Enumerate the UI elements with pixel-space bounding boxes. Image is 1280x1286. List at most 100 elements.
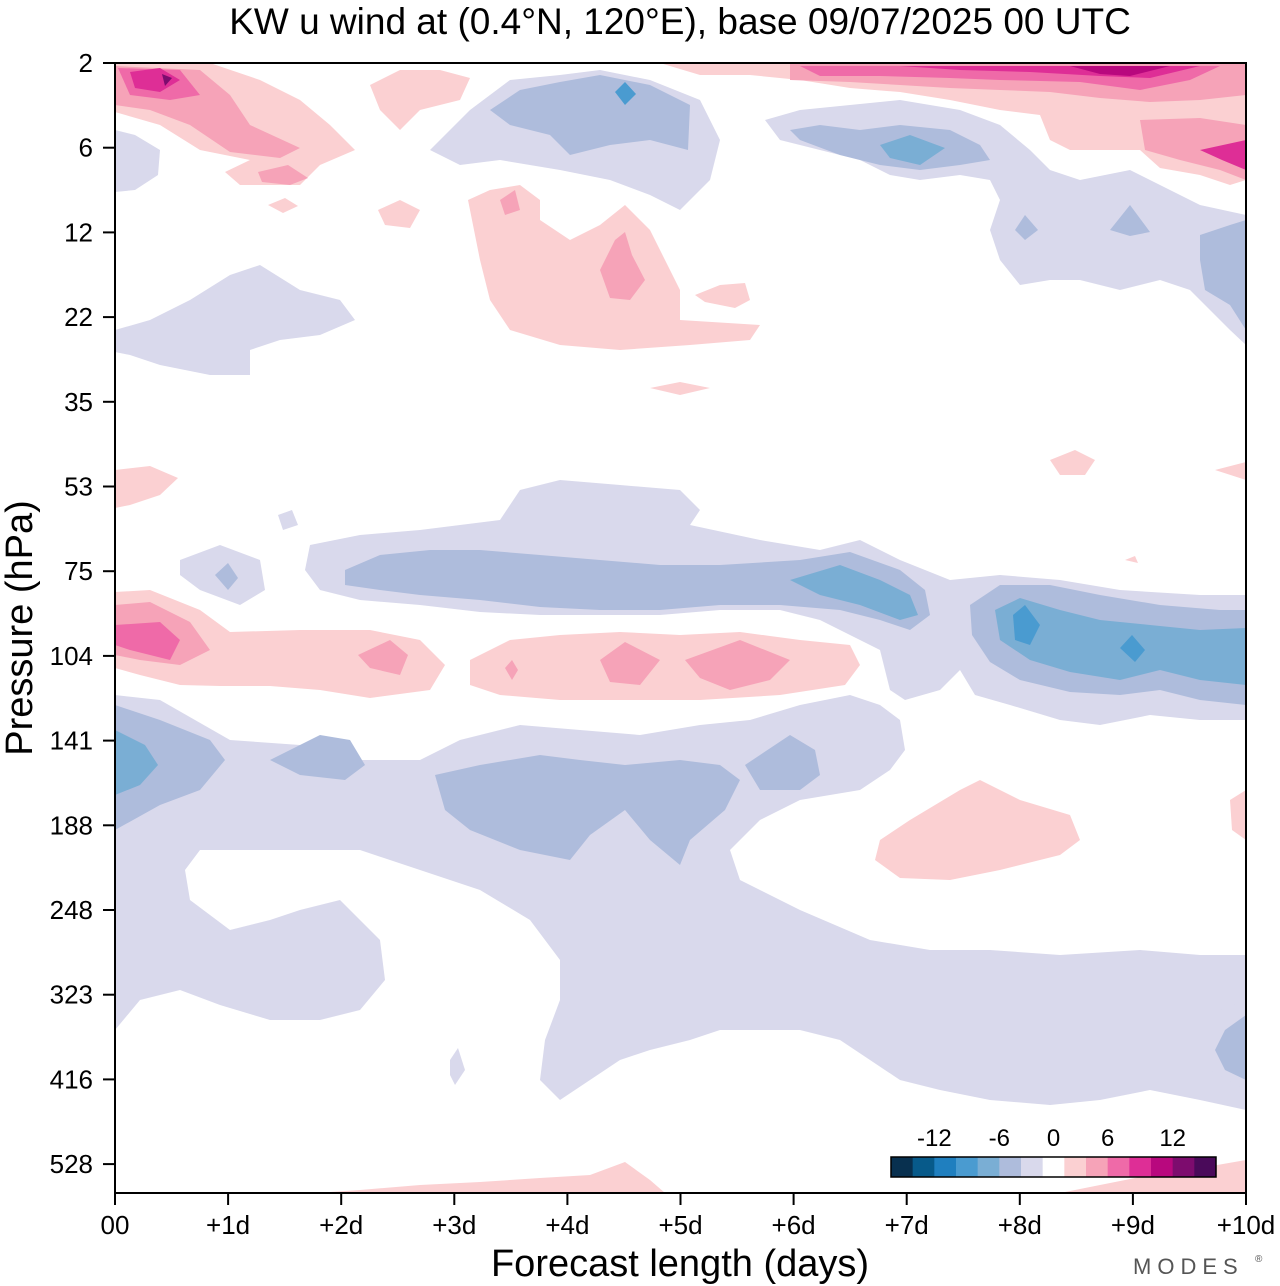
neg-spot-75: [215, 563, 238, 590]
colorbar-swatch: [1042, 1157, 1065, 1177]
y-tick-label: 104: [50, 641, 93, 671]
neg-medium-75: [345, 550, 930, 630]
brand-logo-text: MODES: [1133, 1254, 1244, 1279]
neg-strong-core2: [1120, 635, 1145, 662]
colorbar-label: 6: [1101, 1125, 1114, 1152]
colorbar: -12 -6 0 6 12: [890, 1125, 1217, 1178]
colorbar-swatch: [934, 1157, 957, 1177]
neg-medium-upper: [490, 75, 690, 155]
y-axis: 2 6 12 22 35 53 75 104 141 188 248 323 416 528: [50, 48, 115, 1179]
pos-mid-small: [695, 283, 750, 308]
colorbar-swatch: [891, 1157, 914, 1177]
x-tick-label: +2d: [319, 1210, 363, 1240]
neg-spot-12: [1015, 215, 1038, 240]
pos-53-left: [115, 466, 178, 508]
x-axis: 00 +1d +2d +3d +4d +5d +6d +7d +8d +9d +10d: [101, 1193, 1276, 1240]
pos-top-right-6b: [1200, 140, 1246, 170]
neg-strong-core3: [615, 82, 636, 105]
pos-band-104g: [685, 640, 790, 690]
y-tick-label: 141: [50, 726, 93, 756]
colorbar-swatch: [956, 1157, 979, 1177]
colorbar-swatch: [999, 1157, 1022, 1177]
colorbar-label: 0: [1047, 1125, 1060, 1152]
pos-mid-core2: [600, 232, 645, 300]
pos-upper-small: [258, 165, 308, 185]
pos-mid-small2: [650, 382, 710, 395]
y-tick-label: 22: [64, 302, 93, 332]
pos-53-right2: [1215, 462, 1246, 480]
x-tick-label: +1d: [206, 1210, 250, 1240]
y-tick-label: 12: [64, 217, 93, 247]
pos-mid-band-core: [500, 190, 520, 215]
pos-upper-left4: [130, 68, 180, 92]
neg-medium-right-low: [1215, 1015, 1246, 1080]
pos-upper-left5: [162, 74, 172, 86]
x-tick-label: +10d: [1217, 1210, 1276, 1240]
neg-spot-53: [278, 510, 298, 530]
x-tick-label: 00: [101, 1210, 130, 1240]
pos-bottom: [315, 1162, 665, 1193]
pos-spot-75: [1125, 556, 1138, 563]
neg-medium-lower3: [435, 755, 740, 865]
pos-188-right: [1230, 790, 1246, 840]
x-axis-title: Forecast length (days): [491, 1243, 869, 1285]
neg-spot-416: [450, 1048, 465, 1085]
neg-strong-75: [790, 565, 918, 620]
y-tick-label: 75: [64, 556, 93, 586]
neg-spot-12b: [1110, 205, 1150, 236]
neg-region-6: [115, 130, 160, 192]
brand-registered-mark: ®: [1255, 1254, 1263, 1265]
colorbar-swatch: [1064, 1157, 1087, 1177]
x-tick-label: +7d: [885, 1210, 929, 1240]
pos-band-104h: [505, 660, 518, 680]
y-tick-label: 416: [50, 1064, 93, 1094]
neg-region-22: [115, 265, 355, 375]
pos-53-right: [1050, 450, 1095, 475]
colorbar-swatch: [1151, 1157, 1174, 1177]
x-tick-label: +5d: [658, 1210, 702, 1240]
neg-medium-lower2: [270, 735, 365, 780]
y-tick-label: 35: [64, 387, 93, 417]
x-tick-label: +8d: [998, 1210, 1042, 1240]
colorbar-swatch: [912, 1157, 935, 1177]
neg-strong-core1: [1013, 605, 1040, 645]
colorbar-swatch: [1172, 1157, 1195, 1177]
neg-strong-lower: [115, 730, 158, 795]
y-axis-title: Pressure (hPa): [0, 500, 41, 756]
neg-medium-lower4: [745, 735, 820, 790]
pos-band-104: [115, 590, 445, 698]
colorbar-frame: [890, 1156, 1217, 1178]
colorbar-label: -12: [917, 1125, 952, 1152]
pos-top-right5: [1070, 66, 1170, 76]
colorbar-swatch: [1194, 1157, 1217, 1177]
pos-band-104f: [600, 642, 660, 685]
colorbar-swatch: [1086, 1157, 1109, 1177]
pos-band-104b: [470, 632, 860, 700]
y-tick-label: 2: [79, 48, 93, 78]
y-tick-label: 53: [64, 472, 93, 502]
pos-upper-12: [378, 200, 420, 228]
pos-188: [875, 780, 1080, 880]
colorbar-label: -6: [989, 1125, 1010, 1152]
colorbar-swatch: [977, 1157, 1000, 1177]
colorbar-swatch: [1129, 1157, 1152, 1177]
chart-title: KW u wind at (0.4°N, 120°E), base 09/07/…: [229, 1, 1131, 42]
y-tick-label: 188: [50, 810, 93, 840]
neg-strong-6: [880, 135, 945, 165]
x-tick-label: +6d: [772, 1210, 816, 1240]
pos-band-104d: [115, 622, 180, 660]
neg-strong-right: [995, 598, 1246, 685]
contour-field: [115, 63, 1246, 1193]
pos-top-right-6: [1140, 118, 1246, 180]
x-tick-label: +3d: [432, 1210, 476, 1240]
colorbar-swatch: [1021, 1157, 1044, 1177]
y-tick-label: 323: [50, 980, 93, 1010]
x-tick-label: +9d: [1111, 1210, 1155, 1240]
x-tick-label: +4d: [545, 1210, 589, 1240]
y-tick-label: 248: [50, 895, 93, 925]
colorbar-swatch: [1107, 1157, 1130, 1177]
pos-upper-small2: [268, 198, 298, 213]
pos-band-104e: [358, 640, 408, 675]
y-tick-label: 528: [50, 1149, 93, 1179]
